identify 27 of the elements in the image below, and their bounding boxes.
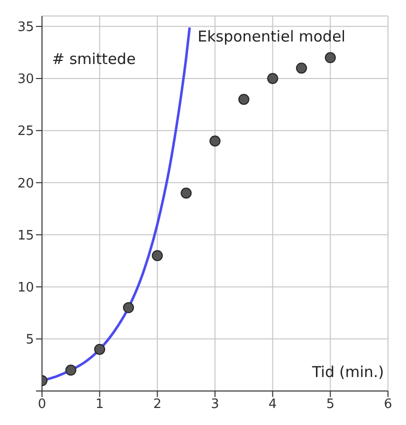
x-tick-label: 1 [96, 397, 104, 412]
x-tick-label: 3 [210, 397, 220, 412]
x-axis-title: Tid (min.) [312, 363, 384, 381]
point [324, 52, 336, 64]
point [152, 250, 163, 262]
point [296, 62, 307, 74]
point [123, 302, 134, 314]
point [238, 94, 250, 105]
point [267, 73, 278, 84]
point [180, 188, 192, 199]
point [210, 136, 220, 146]
series-label: Eksponentiel model [198, 27, 346, 46]
x-tick-label: 6 [384, 397, 392, 412]
x-tick-label: 5 [326, 397, 334, 412]
y-axis-title: # smittede [52, 50, 136, 68]
x-tick-label: 0 [38, 397, 46, 412]
y-tick-label: 5 [26, 332, 34, 348]
x-tick-label: 4 [268, 397, 277, 412]
y-tick-label: 20 [17, 176, 34, 192]
y-tick-label: 35 [17, 20, 34, 36]
x-tick-label: 2 [153, 397, 162, 412]
point [94, 344, 106, 355]
y-tick-label: 10 [17, 280, 34, 296]
point [65, 364, 76, 376]
y-tick-label: 15 [17, 228, 34, 244]
y-tick-label: 25 [17, 124, 34, 140]
y-tick-label: 30 [17, 72, 34, 88]
